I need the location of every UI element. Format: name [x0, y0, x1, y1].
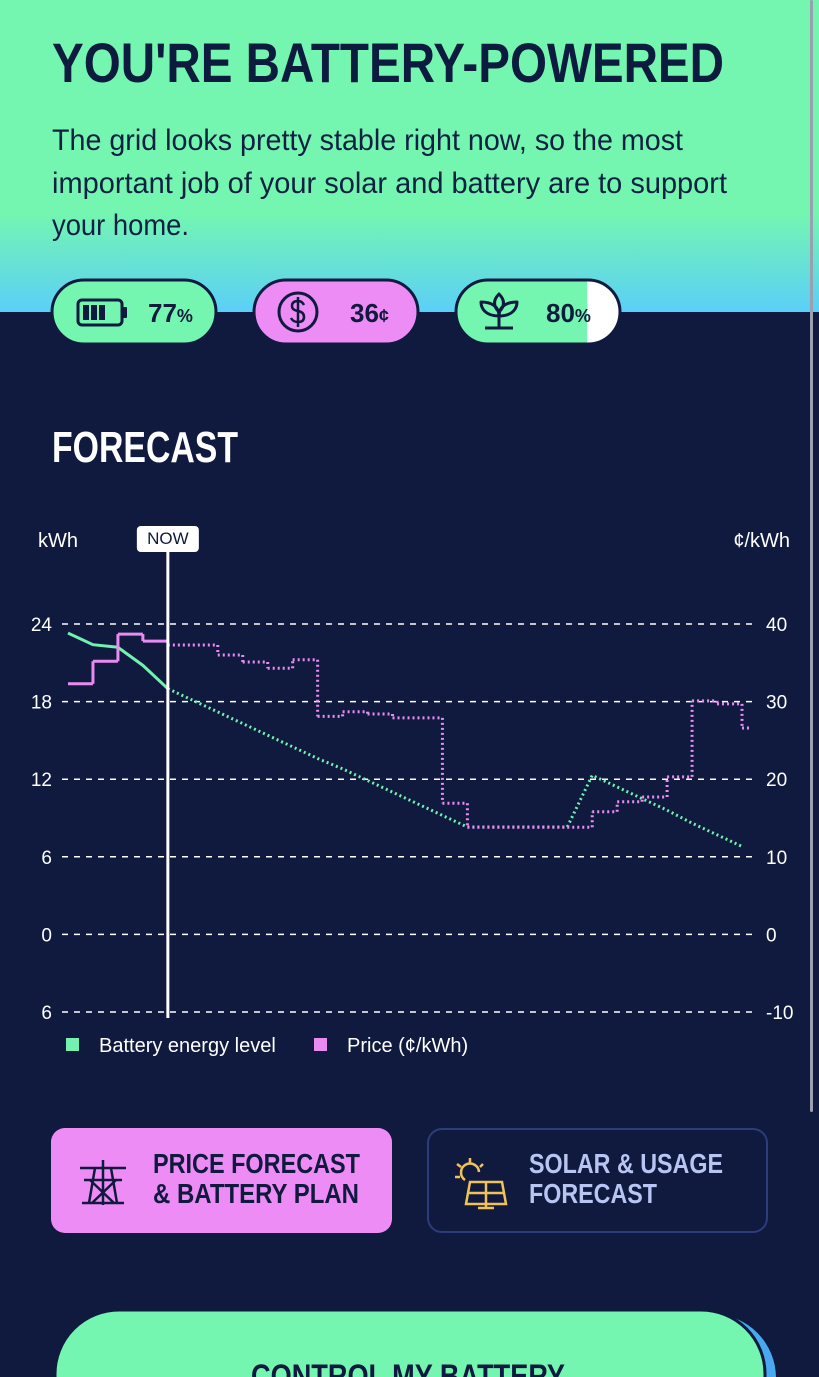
y-axis-label: kWh [38, 530, 78, 552]
price-now: 36¢ [350, 298, 389, 328]
section-title: FORECAST [52, 423, 238, 472]
y-tick-label: 6 [41, 848, 52, 869]
y-tick-label: 12 [31, 770, 52, 791]
y2-tick-label: 0 [766, 925, 777, 946]
header-bg [0, 0, 819, 312]
title: YOU'RE BATTERY-POWERED [52, 31, 724, 94]
green-pill-border [454, 278, 622, 346]
subtitle: important job of your solar and battery … [52, 167, 728, 200]
control-battery-button[interactable] [53, 1308, 767, 1377]
legend-label: Battery energy level [99, 1035, 276, 1057]
green-level: 80% [546, 298, 591, 328]
solar-forecast-button[interactable] [427, 1128, 768, 1233]
button-label: & BATTERY PLAN [153, 1178, 359, 1209]
battery-level: 77% [148, 298, 193, 328]
legend-label: Price (¢/kWh) [347, 1035, 468, 1057]
solar-icon [455, 1158, 508, 1210]
y2-tick-label: -10 [766, 1003, 793, 1024]
now-label: NOW [147, 529, 189, 548]
y-tick-label: 6 [41, 1003, 52, 1024]
battery-line-forecast [167, 687, 743, 848]
y-tick-label: 24 [31, 615, 53, 636]
y-tick-label: 0 [41, 925, 52, 946]
y2-tick-label: 20 [766, 770, 787, 791]
y2-tick-label: 30 [766, 693, 787, 714]
legend-swatch [66, 1038, 79, 1051]
pylon-icon [80, 1160, 126, 1205]
legend-swatch [314, 1038, 327, 1051]
green-level-fill [456, 280, 588, 344]
price-pill [252, 278, 420, 346]
price-forecast-button[interactable] [51, 1128, 392, 1233]
cta-label: CONTROL MY BATTERY [251, 1358, 565, 1377]
battery-icon [76, 298, 127, 327]
subtitle: your home. [52, 209, 189, 242]
button-label: PRICE FORECAST [153, 1148, 360, 1179]
battery-pill [50, 278, 218, 346]
now-badge [136, 526, 199, 552]
plant-icon [479, 292, 519, 330]
dollar-icon [277, 291, 319, 333]
scrollbar [810, 0, 813, 1112]
button-label: FORECAST [529, 1178, 657, 1209]
y2-axis-label: ¢/kWh [733, 530, 790, 552]
green-fill [456, 280, 588, 344]
y2-tick-label: 40 [766, 615, 787, 636]
subtitle: The grid looks pretty stable right now, … [52, 124, 684, 157]
y2-tick-label: 10 [766, 848, 787, 869]
chart: kWh ¢/kWh 24 18 12 6 0 6 40 30 20 10 0 -10 NOW Batter… [31, 526, 793, 1057]
y-tick-label: 18 [31, 693, 52, 714]
button-label: SOLAR & USAGE [529, 1148, 723, 1179]
